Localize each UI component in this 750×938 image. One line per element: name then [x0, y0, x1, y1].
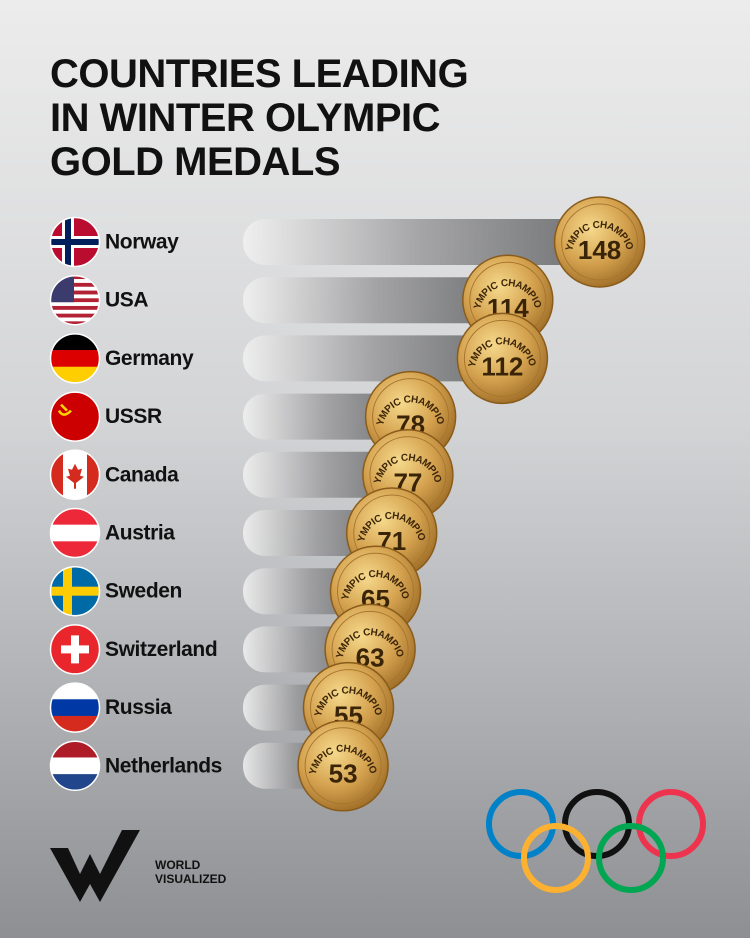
- flag: [51, 218, 99, 266]
- flag-ring: [49, 216, 101, 268]
- category-label: Russia: [105, 696, 172, 719]
- olympic-ring: [636, 789, 706, 859]
- flag: [51, 741, 99, 790]
- bar: [243, 219, 600, 265]
- flag-ring: [49, 391, 101, 442]
- flag-ring: [49, 449, 101, 501]
- olympic-ring: [521, 823, 591, 893]
- category-label: Austria: [105, 522, 175, 545]
- olympic-ring: [596, 823, 666, 893]
- flag-ring: [49, 740, 101, 792]
- olympic-ring: [562, 789, 632, 859]
- flag: [51, 509, 99, 557]
- category-label: USA: [105, 289, 148, 312]
- medal: [456, 312, 549, 405]
- flag: [51, 567, 99, 616]
- logo-mark: [50, 830, 140, 902]
- medal: [297, 720, 389, 812]
- flag-ring: [49, 333, 101, 384]
- olympic-ring: [486, 789, 556, 859]
- category-label: Switzerland: [105, 638, 217, 661]
- logo-text: WORLD: [155, 858, 201, 872]
- flag: [51, 334, 99, 383]
- bar: [243, 335, 503, 382]
- chart-title: COUNTRIES LEADING IN WINTER OLYMPIC GOLD…: [50, 52, 469, 184]
- flag: [51, 683, 99, 732]
- category-label: Germany: [105, 347, 194, 370]
- medal: [553, 196, 646, 288]
- medal-rim: [463, 319, 541, 397]
- flag-ring: [49, 624, 101, 675]
- flag-ring: [49, 507, 101, 559]
- logo-text: VISUALIZED: [155, 872, 227, 886]
- medal-rim: [561, 203, 639, 281]
- flag: [51, 392, 99, 441]
- flag-ring: [49, 565, 101, 617]
- medal-value: 53: [329, 759, 358, 789]
- flag: [51, 625, 99, 674]
- category-label: Netherlands: [105, 754, 222, 777]
- category-label: Norway: [105, 231, 179, 254]
- flag-ring: [49, 274, 101, 326]
- medal-rim: [304, 727, 382, 805]
- category-label: Sweden: [105, 580, 182, 603]
- medal-value: 148: [578, 235, 621, 265]
- category-label: USSR: [105, 405, 162, 428]
- bar: [243, 277, 508, 324]
- medal-value: 112: [481, 351, 523, 381]
- category-label: Canada: [105, 463, 179, 486]
- flag-ring: [49, 682, 101, 733]
